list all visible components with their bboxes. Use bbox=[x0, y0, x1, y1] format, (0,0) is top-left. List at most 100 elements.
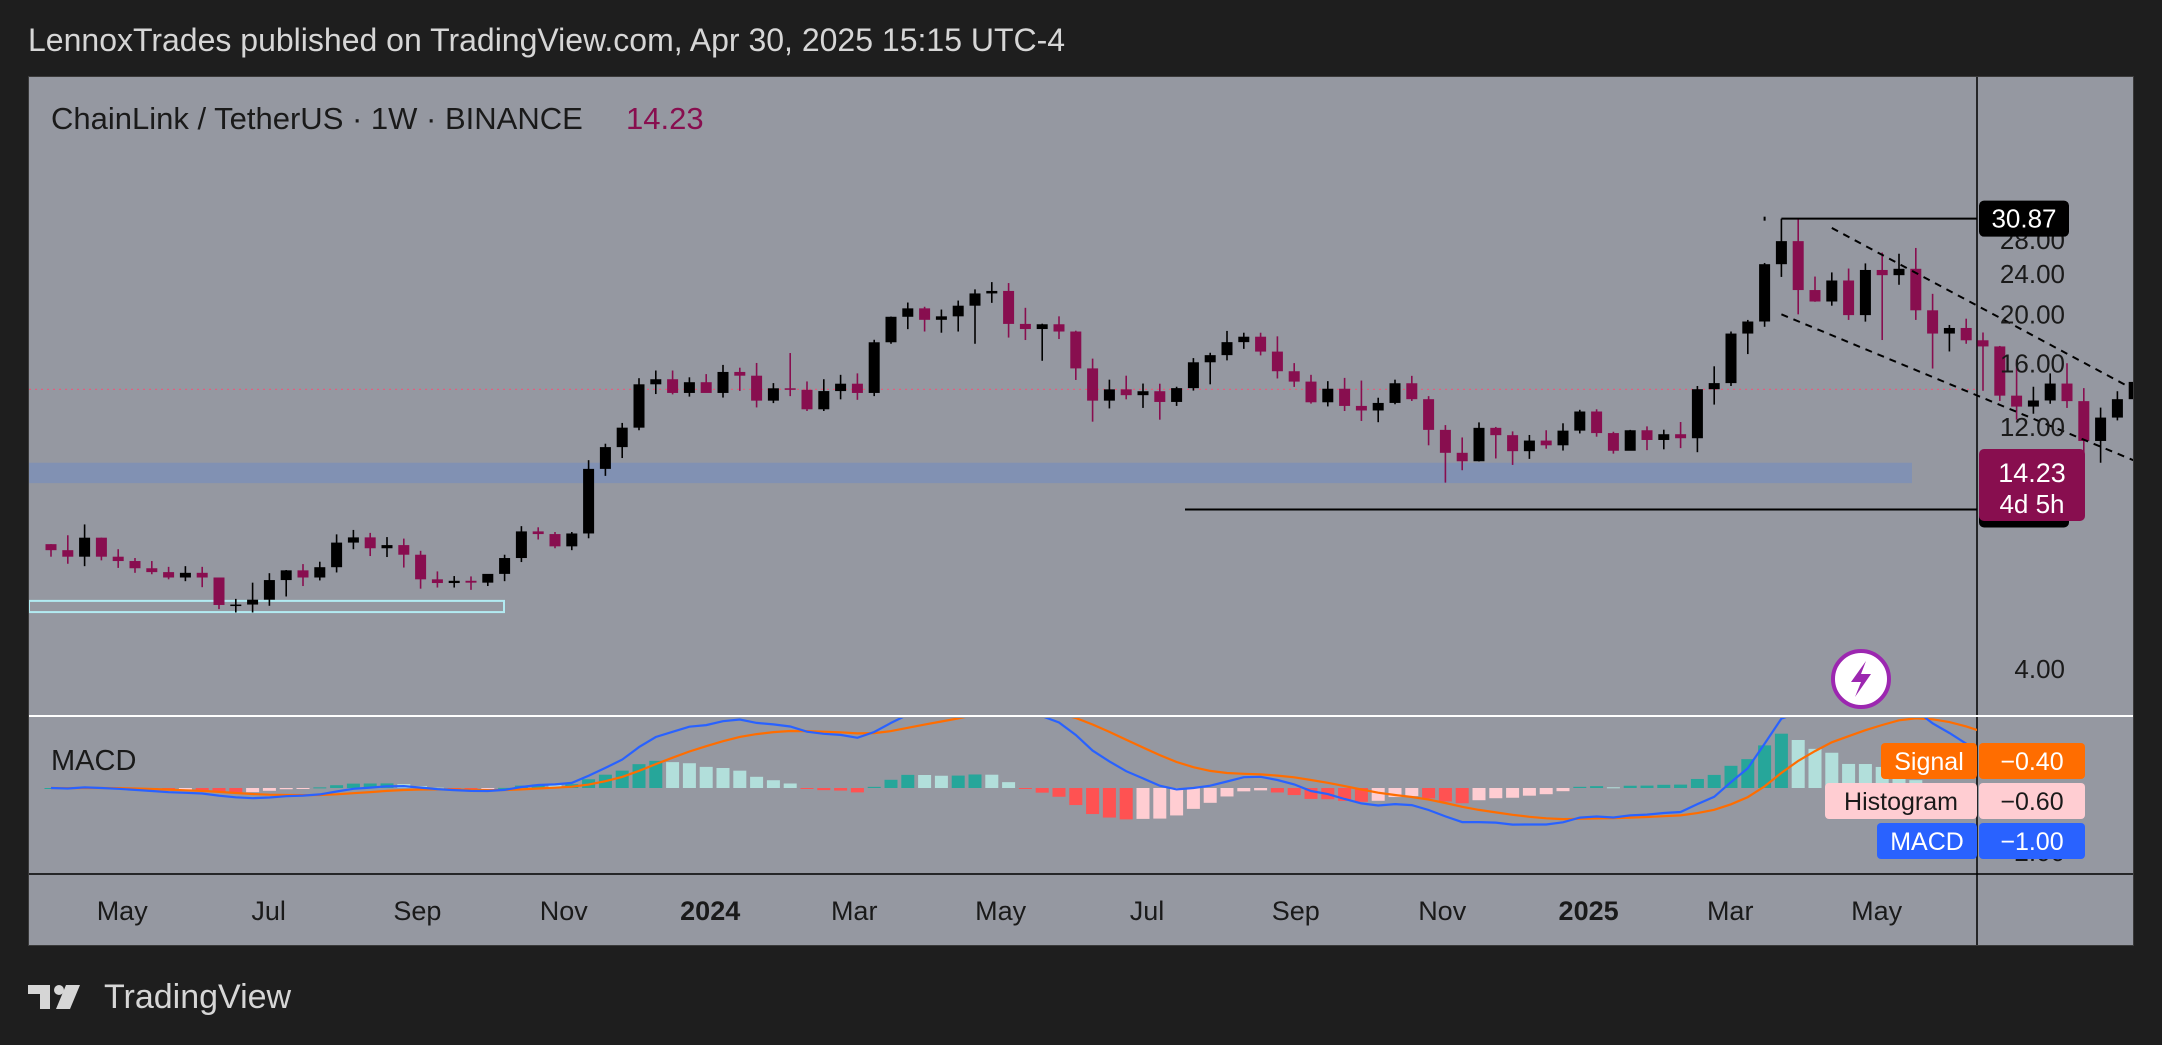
candle bbox=[1775, 218, 1787, 277]
histogram-bar bbox=[246, 788, 260, 793]
candle-body bbox=[482, 573, 494, 583]
candle bbox=[1372, 397, 1384, 423]
candle-body bbox=[465, 580, 477, 583]
candle bbox=[1490, 426, 1502, 459]
candle-body bbox=[1574, 411, 1586, 431]
footer-brand[interactable]: TradingView bbox=[104, 977, 292, 1016]
histogram-bar bbox=[481, 788, 495, 789]
histogram-bar bbox=[1186, 788, 1200, 809]
candle bbox=[1557, 423, 1569, 451]
x-tick-label: Sep bbox=[393, 896, 441, 926]
candle-body bbox=[1053, 324, 1065, 332]
candle bbox=[112, 549, 124, 568]
histogram-bar bbox=[1606, 787, 1620, 789]
histogram-bar bbox=[951, 775, 965, 788]
histogram-bar bbox=[1741, 759, 1755, 788]
candle-body bbox=[1137, 391, 1149, 396]
histogram-bar bbox=[212, 788, 226, 792]
candle-body bbox=[1238, 336, 1250, 343]
candle bbox=[1238, 332, 1250, 349]
histogram-bar bbox=[1405, 788, 1419, 797]
histogram-bar bbox=[1304, 788, 1318, 799]
macd-legend-value-bg bbox=[1979, 823, 2085, 859]
candle-body bbox=[986, 290, 998, 294]
candle bbox=[868, 339, 880, 397]
candle bbox=[213, 577, 225, 610]
candle bbox=[280, 569, 292, 597]
histogram-bar bbox=[649, 760, 663, 788]
candle-body bbox=[1288, 371, 1300, 382]
candle bbox=[902, 302, 914, 330]
candle-body bbox=[1624, 430, 1636, 451]
candle bbox=[1591, 409, 1603, 437]
candle bbox=[1641, 426, 1653, 451]
symbol-legend: ChainLink / TetherUS · 1W · BINANCE bbox=[51, 101, 583, 136]
candle bbox=[986, 282, 998, 303]
candle-body bbox=[885, 316, 897, 343]
candle-body bbox=[263, 580, 275, 600]
support-zone bbox=[29, 462, 1912, 484]
histogram-bar bbox=[229, 788, 243, 793]
histogram-bar bbox=[1791, 739, 1805, 788]
candle bbox=[935, 309, 947, 333]
candle-body bbox=[1557, 430, 1569, 446]
candle-body bbox=[2061, 383, 2073, 402]
candle bbox=[465, 576, 477, 590]
histogram-bar bbox=[1489, 788, 1503, 799]
candle-body bbox=[566, 533, 578, 547]
histogram-bar bbox=[1758, 745, 1772, 788]
candle-body bbox=[1826, 280, 1838, 302]
candle bbox=[314, 561, 326, 581]
candle bbox=[1624, 429, 1636, 451]
candle bbox=[1507, 431, 1519, 465]
candle bbox=[515, 526, 527, 563]
candle-body bbox=[1960, 327, 1972, 341]
candle-body bbox=[700, 382, 712, 393]
histogram-bar bbox=[1774, 733, 1788, 788]
histogram-bar bbox=[1690, 778, 1704, 788]
candle-body bbox=[1708, 383, 1720, 390]
candle bbox=[415, 550, 427, 589]
histogram-bar bbox=[1623, 785, 1637, 788]
candle bbox=[784, 353, 796, 397]
histogram-bar bbox=[1052, 788, 1066, 797]
histogram-bar bbox=[985, 774, 999, 788]
candle-body bbox=[95, 537, 107, 557]
candle bbox=[62, 535, 74, 564]
footer: TradingView bbox=[28, 975, 291, 1019]
candle bbox=[767, 383, 779, 404]
candle bbox=[2078, 388, 2090, 464]
histogram-bar bbox=[1388, 788, 1402, 798]
candle-body bbox=[633, 384, 645, 428]
candle bbox=[1574, 409, 1586, 434]
macd-legend-label: Histogram bbox=[1844, 788, 1958, 816]
candle bbox=[163, 566, 175, 580]
candle-body bbox=[1843, 280, 1855, 316]
candle-body bbox=[751, 375, 763, 401]
candle-body bbox=[1406, 383, 1418, 400]
countdown-text: 4d 5h bbox=[1999, 489, 2064, 519]
candle bbox=[381, 537, 393, 558]
macd-legend-histogram: Histogram −0.60 bbox=[1825, 783, 2085, 819]
tradingview-logo-icon[interactable] bbox=[28, 981, 92, 1013]
candle-body bbox=[1255, 336, 1267, 352]
candle bbox=[1843, 268, 1855, 320]
candle-body bbox=[767, 388, 779, 401]
plot-background bbox=[29, 77, 1977, 945]
candle-body bbox=[129, 561, 141, 569]
candle bbox=[1607, 431, 1619, 454]
histogram-bar bbox=[1354, 788, 1368, 802]
candle bbox=[1523, 434, 1535, 459]
flash-button[interactable] bbox=[1831, 649, 1891, 709]
candle-body bbox=[2011, 395, 2023, 407]
candle-body bbox=[2095, 417, 2107, 441]
candle bbox=[398, 538, 410, 568]
candle bbox=[1355, 380, 1367, 421]
macd-legend-value: −1.00 bbox=[2000, 828, 2063, 856]
wedge-lower-line bbox=[1781, 313, 2133, 462]
candle-body bbox=[230, 604, 242, 607]
range-box bbox=[29, 599, 505, 614]
candle-body bbox=[1893, 268, 1905, 276]
